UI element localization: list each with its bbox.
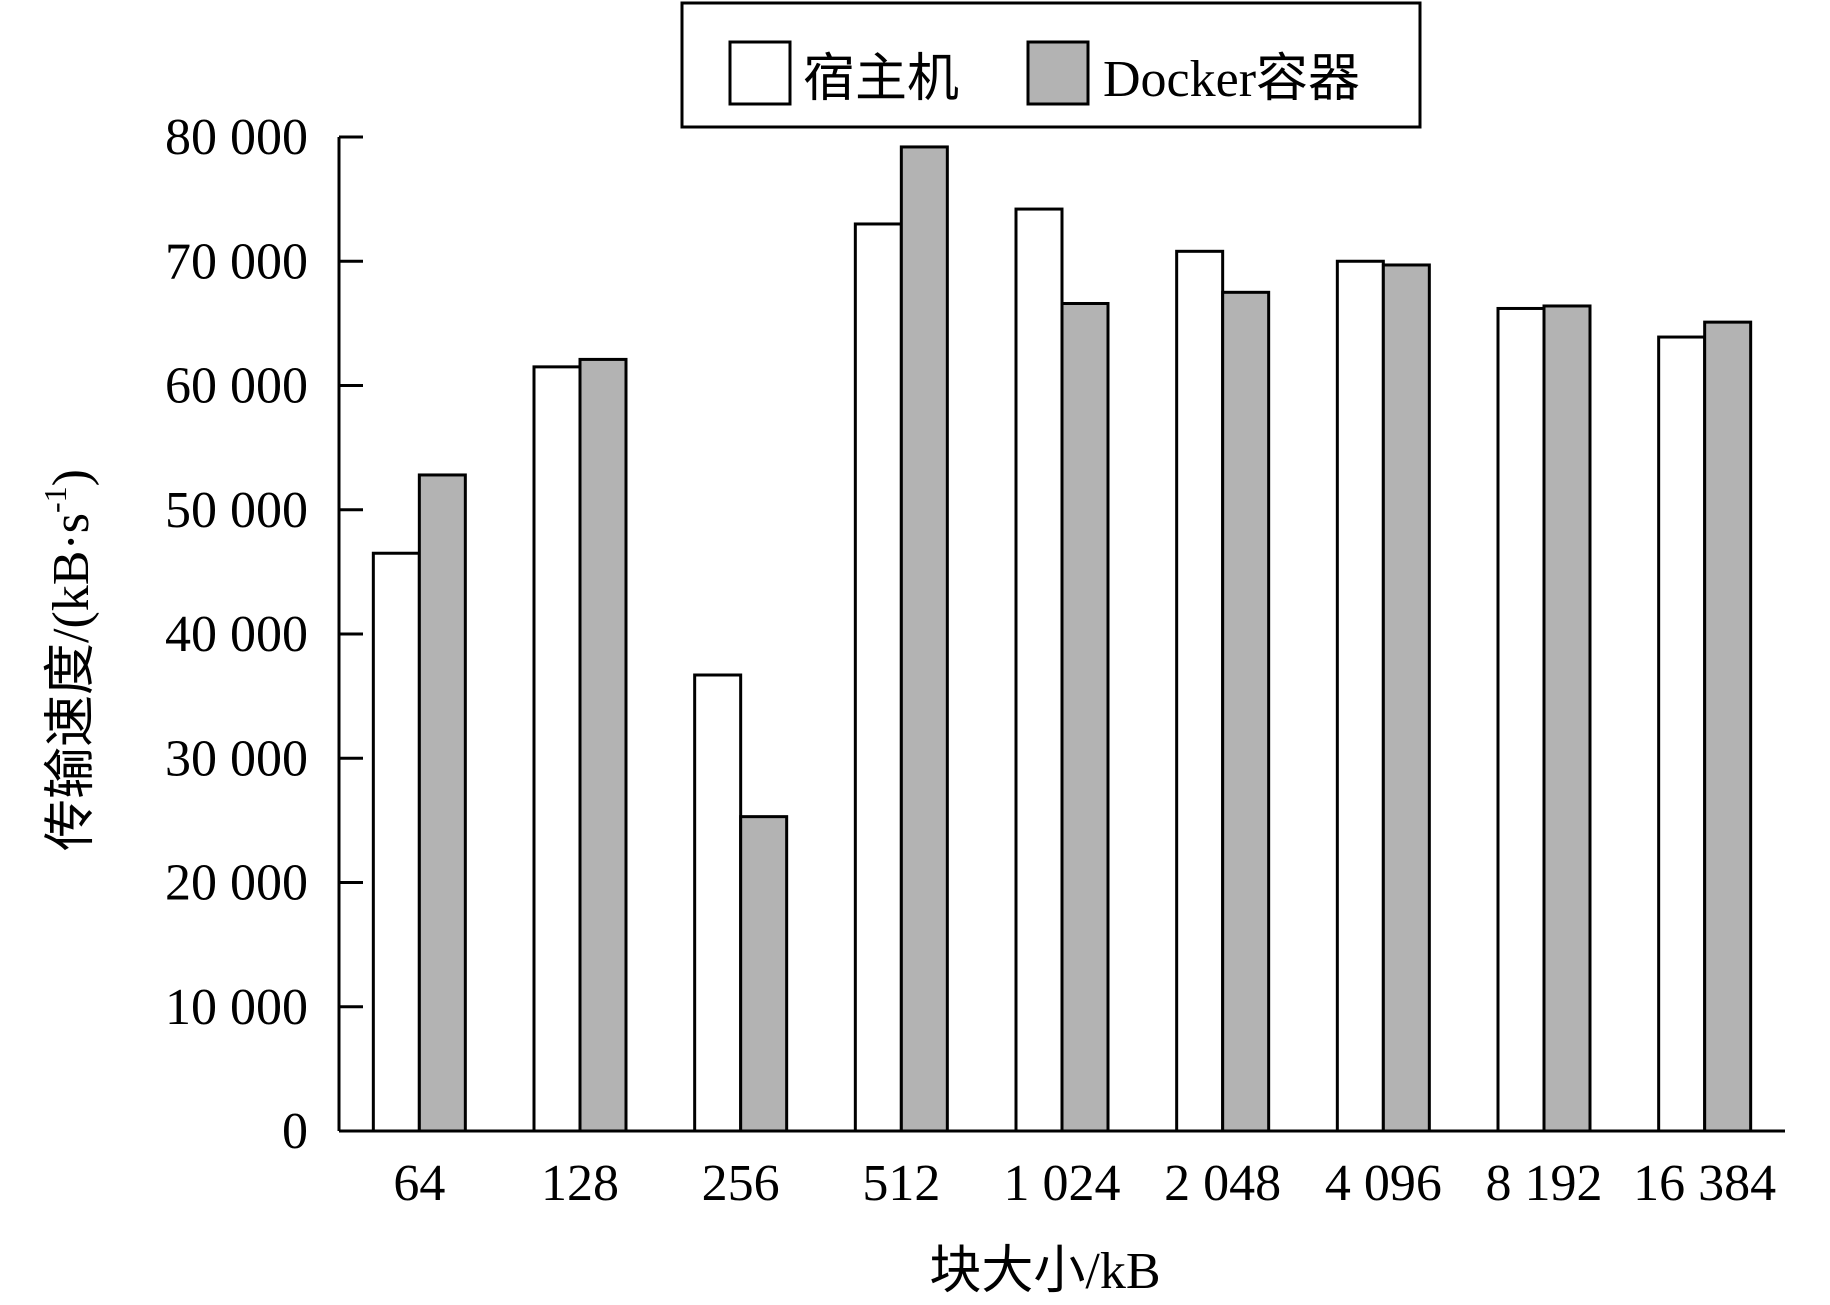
y-tick-label: 60 000: [165, 358, 308, 415]
bar-host-16384: [1657, 335, 1707, 1133]
y-axis: 0 10 000 20 000 30 000 40 000 50 000 60 000 70 …: [165, 109, 363, 1160]
bar-docker-4096: [1381, 263, 1431, 1133]
x-tick-label: 16 384: [1633, 1155, 1776, 1212]
bar-host-4096: [1335, 259, 1385, 1133]
x-tick-label: 256: [702, 1155, 780, 1212]
x-tick-label: 128: [541, 1155, 619, 1212]
bar-host-8192: [1496, 306, 1546, 1133]
y-axis-label-close: ): [43, 469, 100, 486]
y-tick-label: 70 000: [165, 233, 308, 290]
bar-docker-64: [417, 473, 467, 1133]
bar-docker-256: [739, 815, 789, 1133]
bar-docker-2048: [1221, 290, 1271, 1133]
y-tick-label: 20 000: [165, 855, 308, 912]
bar-docker-128: [578, 357, 628, 1133]
legend-swatch-host: [728, 40, 792, 106]
legend-swatch-docker: [1026, 40, 1090, 106]
x-tick-label: 1 024: [1004, 1155, 1121, 1212]
legend-label-docker: Docker容器: [1103, 51, 1360, 108]
y-axis-label-superscript: -1: [37, 486, 73, 513]
legend: 宿主机 Docker容器: [680, 1, 1422, 129]
y-tick-label: 50 000: [165, 482, 308, 539]
bar-host-1024: [1014, 207, 1064, 1133]
bar-host-64: [371, 551, 421, 1133]
bar-host-512: [853, 222, 903, 1133]
bar-host-2048: [1175, 249, 1225, 1133]
x-axis-label: 块大小/kB: [929, 1243, 1160, 1300]
x-axis: 64 128 256 512 1 024 2 048 4 096 8 192 16 384: [339, 1129, 1785, 1212]
bar-docker-8192: [1542, 304, 1592, 1133]
y-tick-label: 80 000: [165, 109, 308, 166]
x-tick-label: 4 096: [1325, 1155, 1442, 1212]
bar-host-256: [693, 673, 743, 1133]
y-tick-label: 40 000: [165, 606, 308, 663]
x-tick-label: 8 192: [1486, 1155, 1603, 1212]
x-tick-label: 2 048: [1164, 1155, 1281, 1212]
bar-docker-1024: [1060, 301, 1110, 1133]
y-tick-label: 0: [282, 1103, 308, 1160]
bar-docker-512: [899, 145, 949, 1133]
y-axis-label-main: 传输速度/(kB·s: [43, 513, 100, 851]
bar-docker-16384: [1703, 320, 1753, 1133]
y-tick-label: 10 000: [165, 979, 308, 1036]
x-tick-label: 512: [862, 1155, 940, 1212]
x-tick-label: 64: [393, 1155, 445, 1212]
y-tick-label: 30 000: [165, 730, 308, 787]
bars: [371, 145, 1753, 1133]
bar-host-128: [532, 365, 582, 1133]
legend-label-host: 宿主机: [803, 51, 959, 108]
y-axis-label: 传输速度/(kB·s-1): [37, 469, 100, 851]
